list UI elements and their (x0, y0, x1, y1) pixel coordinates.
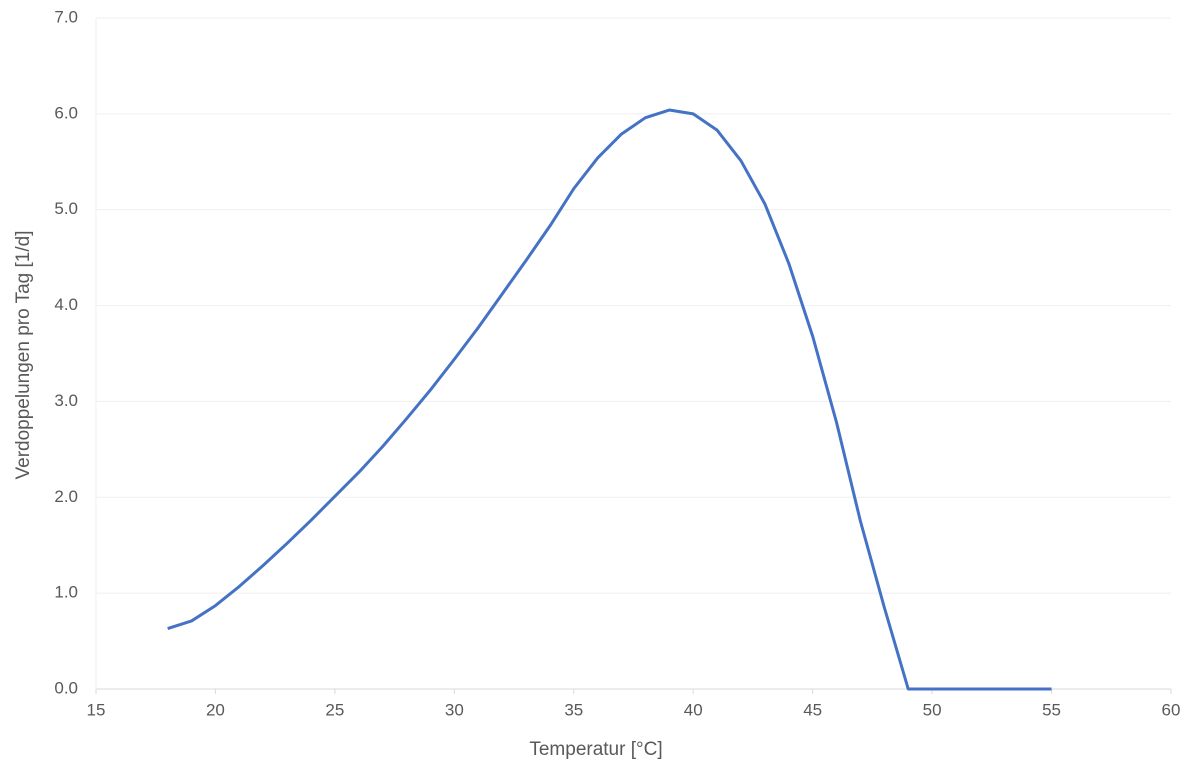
x-tick-label: 25 (325, 700, 344, 719)
x-tick-label: 20 (206, 700, 225, 719)
y-tick-label: 4.0 (54, 295, 78, 314)
data-line (167, 108, 1052, 691)
x-tick-label: 55 (1042, 700, 1061, 719)
x-tick-label: 40 (684, 700, 703, 719)
y-tick-label: 2.0 (54, 487, 78, 506)
y-tick-label: 7.0 (54, 7, 78, 26)
y-tick-label: 3.0 (54, 391, 78, 410)
y-tick-label: 5.0 (54, 199, 78, 218)
x-tick-label: 30 (445, 700, 464, 719)
x-tick-label: 50 (923, 700, 942, 719)
x-axis-label: Temperatur [°C] (529, 739, 662, 760)
x-tick-label: 15 (87, 700, 106, 719)
y-axis-label: Verdoppelungen pro Tag [1/d] (13, 231, 34, 480)
y-tick-label: 1.0 (54, 583, 78, 602)
x-tick-label: 45 (803, 700, 822, 719)
y-tick-label: 6.0 (54, 103, 78, 122)
x-tick-label: 35 (564, 700, 583, 719)
y-tick-label: 0.0 (54, 678, 78, 697)
x-tick-label: 60 (1162, 700, 1181, 719)
